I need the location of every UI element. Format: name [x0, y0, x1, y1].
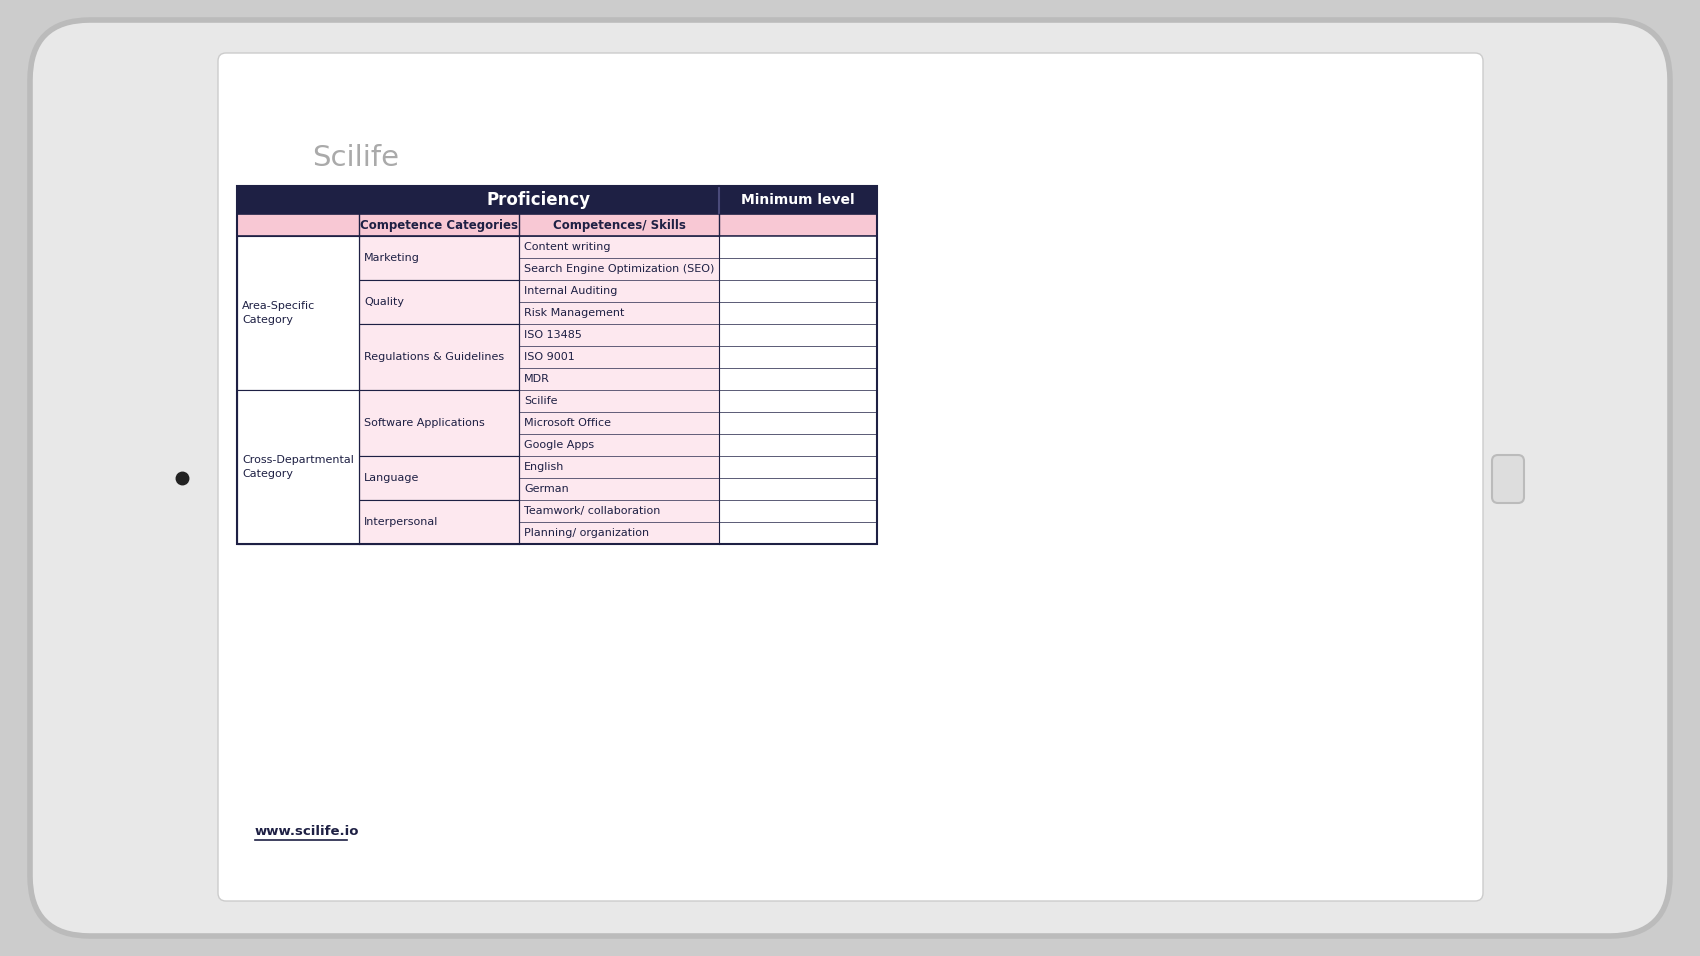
Text: Area-Specific
Category: Area-Specific Category — [241, 300, 314, 325]
Text: Language: Language — [364, 473, 420, 483]
Bar — [719, 236, 877, 258]
Bar — [236, 390, 359, 544]
Text: Cross-Departmental
Category: Cross-Departmental Category — [241, 455, 354, 479]
Text: ISO 9001: ISO 9001 — [524, 352, 575, 362]
Text: Microsoft Office: Microsoft Office — [524, 418, 610, 428]
Bar — [359, 324, 518, 390]
Bar — [236, 412, 877, 434]
Bar — [719, 368, 877, 390]
Bar — [359, 390, 518, 456]
Bar — [719, 522, 877, 544]
Text: German: German — [524, 484, 570, 494]
Bar — [719, 302, 877, 324]
Bar — [236, 368, 877, 390]
Bar — [236, 390, 877, 412]
Text: Teamwork/ collaboration: Teamwork/ collaboration — [524, 506, 660, 516]
Text: Scilife: Scilife — [313, 144, 400, 172]
FancyBboxPatch shape — [1493, 455, 1523, 503]
Text: Interpersonal: Interpersonal — [364, 517, 439, 527]
Bar — [719, 390, 877, 412]
Text: Proficiency: Proficiency — [486, 191, 592, 209]
Text: MDR: MDR — [524, 374, 549, 384]
Text: Marketing: Marketing — [364, 253, 420, 263]
Bar — [236, 324, 877, 346]
Text: Competence Categories: Competence Categories — [360, 219, 518, 231]
Bar — [359, 456, 518, 500]
Bar — [236, 280, 877, 302]
Bar — [236, 186, 877, 544]
Bar — [359, 500, 518, 544]
Bar — [236, 500, 877, 522]
Bar — [359, 236, 518, 280]
Bar — [236, 478, 877, 500]
Bar — [719, 434, 877, 456]
Bar — [236, 236, 877, 258]
Text: Minimum level: Minimum level — [741, 193, 855, 207]
Bar — [359, 280, 518, 324]
Text: Regulations & Guidelines: Regulations & Guidelines — [364, 352, 505, 362]
Bar — [719, 346, 877, 368]
Bar — [236, 236, 359, 390]
Bar — [236, 456, 877, 478]
Text: English: English — [524, 462, 564, 472]
Text: www.scilife.io: www.scilife.io — [255, 825, 359, 838]
Bar — [719, 478, 877, 500]
Bar — [236, 186, 877, 214]
Text: ISO 13485: ISO 13485 — [524, 330, 581, 340]
Text: Planning/ organization: Planning/ organization — [524, 528, 649, 538]
Bar — [236, 302, 877, 324]
Bar — [236, 214, 877, 236]
Bar — [236, 346, 877, 368]
FancyBboxPatch shape — [31, 20, 1669, 936]
Text: Software Applications: Software Applications — [364, 418, 484, 428]
FancyBboxPatch shape — [218, 53, 1482, 901]
Bar — [236, 258, 877, 280]
Bar — [719, 456, 877, 478]
Text: Quality: Quality — [364, 297, 405, 307]
Text: Google Apps: Google Apps — [524, 440, 593, 450]
Bar — [719, 324, 877, 346]
Text: Scilife: Scilife — [524, 396, 558, 406]
Text: Internal Auditing: Internal Auditing — [524, 286, 617, 296]
Text: Competences/ Skills: Competences/ Skills — [552, 219, 685, 231]
Text: Content writing: Content writing — [524, 242, 610, 252]
Bar — [236, 522, 877, 544]
Bar — [236, 434, 877, 456]
Bar — [719, 258, 877, 280]
Bar — [719, 500, 877, 522]
Text: Search Engine Optimization (SEO): Search Engine Optimization (SEO) — [524, 264, 714, 274]
Bar — [236, 186, 877, 544]
Text: Risk Management: Risk Management — [524, 308, 624, 318]
Bar — [719, 280, 877, 302]
Bar — [719, 412, 877, 434]
